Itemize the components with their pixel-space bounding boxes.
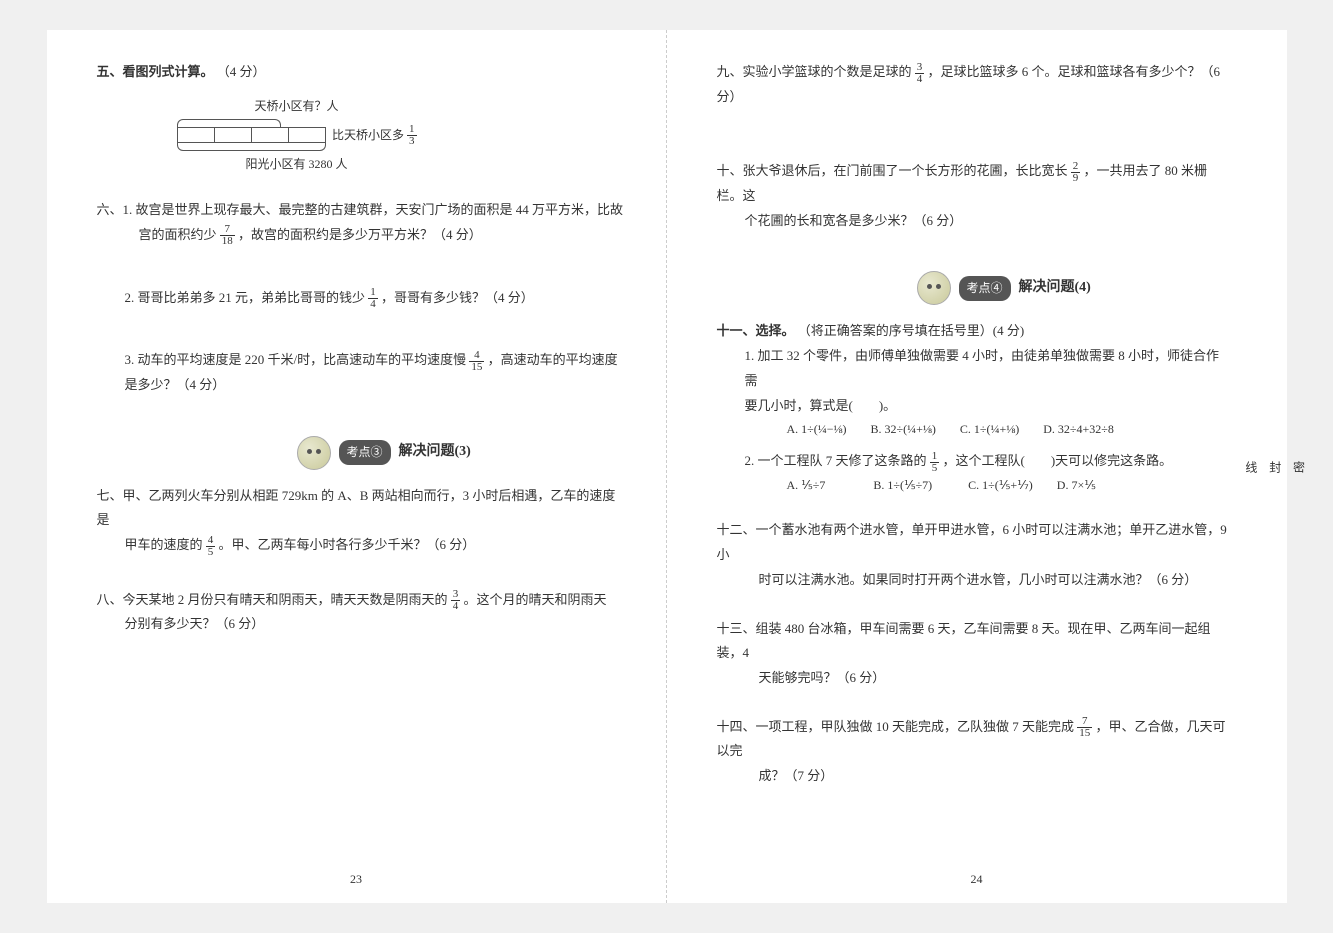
diagram-bottom-label: 阳光小区有 3280 人 xyxy=(177,153,417,176)
topic-badge: 考点③ xyxy=(339,440,391,465)
page-right: 九、实验小学篮球的个数是足球的 34 ，足球比篮球多 6 个。足球和篮球各有多少… xyxy=(667,30,1287,903)
topic-4-header: 考点④ 解决问题(4) xyxy=(917,271,1091,305)
topic-3-header: 考点③ 解决问题(3) xyxy=(297,436,471,470)
question-6: 六、1. 故宫是世界上现存最大、最完整的古建筑群，天安门广场的面积是 44 万平… xyxy=(97,198,626,397)
question-13: 十三、组装 480 台冰箱，甲车间需要 6 天，乙车间需要 8 天。现在甲、乙两… xyxy=(717,617,1232,691)
q5-diagram: 天桥小区有？人 比天桥小区多 13 阳光小区有 3280 人 xyxy=(177,95,417,177)
page-number-left: 23 xyxy=(350,868,362,891)
q6-3: 3. 动车的平均速度是 220 千米/时，比高速动车的平均速度慢 415 ，高速… xyxy=(125,348,626,397)
topic-badge: 考点④ xyxy=(959,276,1011,301)
question-10: 十、张大爷退休后，在门前围了一个长方形的花圃，长比宽长 29 ，一共用去了 80… xyxy=(717,159,1232,233)
question-7: 七、甲、乙两列火车分别从相距 729km 的 A、B 两站相向而行，3 小时后相… xyxy=(97,484,626,558)
question-5: 五、看图列式计算。 （4 分） 天桥小区有？人 比天桥小区多 13 阳光小区有 … xyxy=(97,60,626,176)
page-number-right: 24 xyxy=(971,868,983,891)
mascot-icon xyxy=(297,436,331,470)
q5-points: （4 分） xyxy=(217,64,266,79)
diagram-side: 比天桥小区多 13 xyxy=(332,124,417,148)
diagram-top-label: 天桥小区有？人 xyxy=(177,95,417,118)
question-11: 十一、选择。 （将正确答案的序号填在括号里）(4 分) 1. 加工 32 个零件… xyxy=(717,319,1232,496)
question-14: 十四、一项工程，甲队独做 10 天能完成，乙队独做 7 天能完成 715 ，甲、… xyxy=(717,715,1232,789)
question-8: 八、今天某地 2 月份只有晴天和阴雨天，晴天天数是阴雨天的 34 。这个月的晴天… xyxy=(97,588,626,637)
q5-title: 五、看图列式计算。 xyxy=(97,64,214,79)
topic-label: 解决问题(4) xyxy=(1019,275,1091,302)
page-left: 五、看图列式计算。 （4 分） 天桥小区有？人 比天桥小区多 13 阳光小区有 … xyxy=(47,30,667,903)
topic-label: 解决问题(3) xyxy=(399,439,471,466)
mascot-icon xyxy=(917,271,951,305)
question-9: 九、实验小学篮球的个数是足球的 34 ，足球比篮球多 6 个。足球和篮球各有多少… xyxy=(717,60,1232,109)
q6-1: 六、1. 故宫是世界上现存最大、最完整的古建筑群，天安门广场的面积是 44 万平… xyxy=(97,198,626,223)
q11-1-options: A. 1÷(¼−⅛) B. 32÷(¼+⅛) C. 1÷(¼+⅛) D. 32÷… xyxy=(787,418,1232,441)
q6-2: 2. 哥哥比弟弟多 21 元，弟弟比哥哥的钱少 14 ，哥哥有多少钱？（4 分） xyxy=(125,286,626,311)
exam-sheet: 五、看图列式计算。 （4 分） 天桥小区有？人 比天桥小区多 13 阳光小区有 … xyxy=(47,30,1287,903)
binding-line: 密 封 线 xyxy=(1287,30,1311,903)
q11-2-options: A. ⅕÷7 B. 1÷(⅕÷7) C. 1÷(⅕+⅐) D. 7×⅕ xyxy=(787,474,1232,497)
question-12: 十二、一个蓄水池有两个进水管，单开甲进水管，6 小时可以注满水池；单开乙进水管，… xyxy=(717,518,1232,592)
